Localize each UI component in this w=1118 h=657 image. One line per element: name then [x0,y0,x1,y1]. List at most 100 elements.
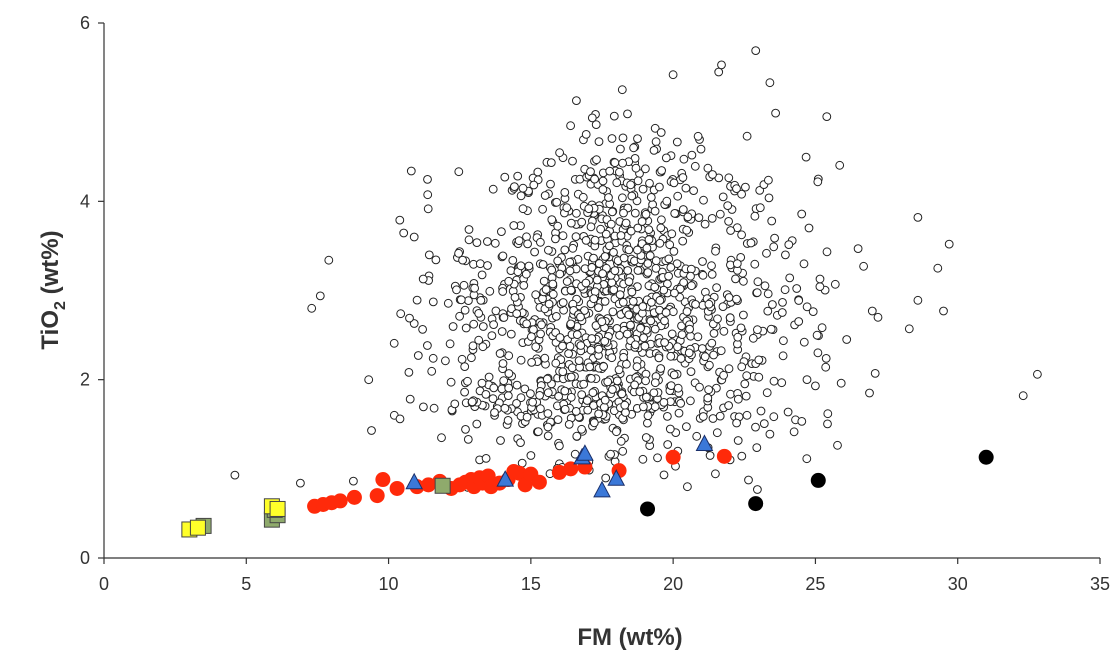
background-point [639,402,648,412]
background-point [579,379,589,389]
background-point [638,302,648,311]
background-point [612,427,621,437]
background-point [616,231,626,240]
data-point-red [346,489,362,505]
background-point [518,183,528,193]
background-point [609,248,618,257]
background-point [698,412,708,421]
background-point [833,440,842,450]
background-point [568,243,578,253]
background-point [499,376,509,386]
background-point [707,270,717,279]
background-point [396,309,406,319]
background-point [699,195,708,205]
background-point [644,235,654,245]
background-point [418,325,428,334]
background-point [608,385,617,394]
background-point [589,418,599,428]
background-point [467,353,476,363]
background-point [667,329,677,339]
background-point [700,219,710,229]
background-point [564,349,573,359]
background-point [578,192,588,202]
background-point [670,209,680,218]
background-point [510,293,520,302]
background-point [742,131,752,141]
background-point [615,330,624,340]
data-point-square-yellow [269,500,286,517]
data-point-square-green [434,477,451,494]
background-point [801,152,811,162]
background-point [650,206,660,216]
background-point [455,311,465,321]
background-point [464,296,473,306]
background-point [524,261,534,271]
background-point [763,306,773,316]
background-point [859,261,868,271]
background-point [769,376,779,386]
background-point [870,369,880,378]
background-point [656,223,666,233]
background-point [736,323,746,333]
background-point [717,60,726,70]
background-point [737,451,747,461]
background-point [753,277,763,287]
background-point [904,324,914,334]
background-point [516,261,526,271]
background-point [458,255,468,265]
background-point [562,203,572,213]
background-point [733,436,743,445]
background-point [681,183,691,193]
background-point [792,284,802,293]
background-point [698,270,708,280]
background-point [707,261,716,271]
background-point [594,137,604,147]
background-point [748,333,758,343]
background-point [678,205,688,214]
background-point [724,293,734,302]
background-point [498,287,508,296]
background-point [777,308,787,317]
background-point [715,411,725,421]
background-point [552,312,561,321]
data-point-triangle [576,444,594,461]
background-point [1018,391,1028,401]
background-point [624,277,634,287]
data-point-triangle [695,434,714,451]
background-point [732,259,742,269]
background-point [811,381,820,391]
background-point [475,259,485,269]
background-point [677,330,687,340]
background-point [649,146,659,155]
background-point [560,245,570,255]
background-point [723,201,733,211]
background-point [655,238,665,248]
background-point [546,158,556,168]
background-point [700,352,710,362]
x-tick-label: 30 [948,574,968,594]
background-point [485,286,495,296]
background-point [606,449,615,459]
background-point [666,351,676,361]
background-point [518,204,528,214]
background-point [732,418,741,428]
background-point [615,167,624,177]
background-point [724,173,734,183]
background-point [939,306,948,316]
background-point [533,167,543,177]
background-point [548,289,558,299]
background-point [441,356,450,366]
background-point [842,335,852,344]
background-point [619,253,629,263]
background-point [643,259,653,268]
background-point [607,353,617,363]
background-point [830,279,840,289]
background-point [495,349,505,358]
background-point [437,433,446,443]
background-point [821,362,831,372]
background-point [367,426,376,435]
background-point [808,307,818,317]
background-point [618,193,627,203]
background-point [692,431,702,441]
background-point [558,298,568,307]
